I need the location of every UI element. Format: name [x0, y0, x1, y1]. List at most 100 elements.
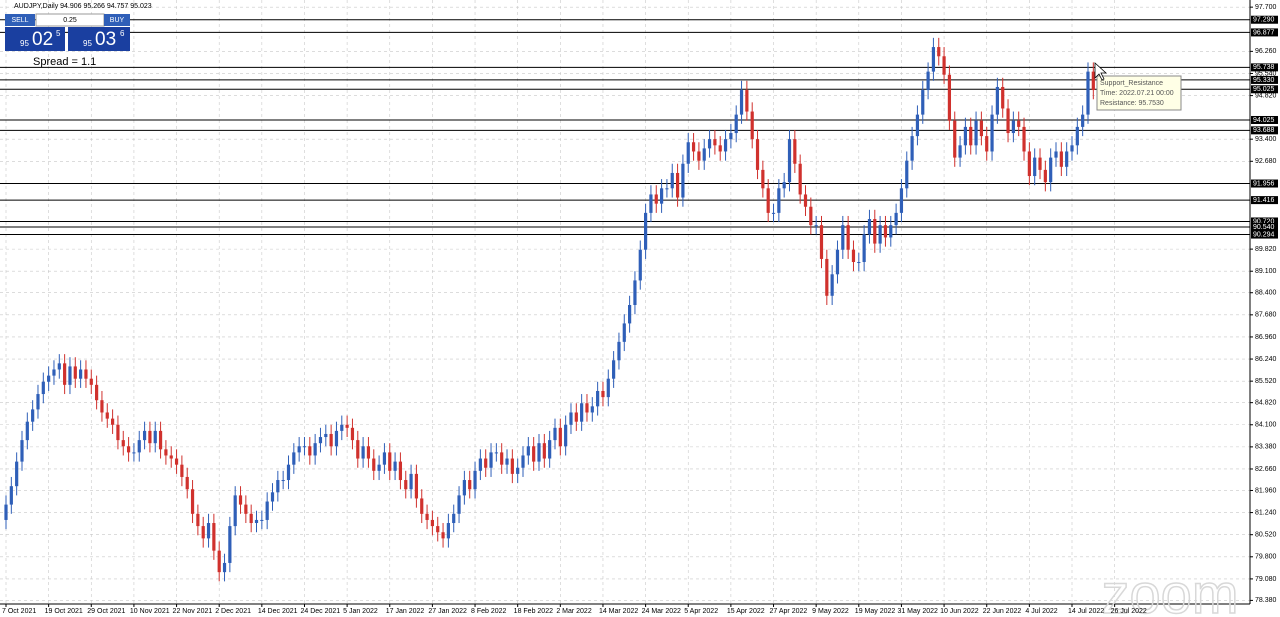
candle-body: [1070, 145, 1074, 152]
candle-body: [851, 249, 856, 263]
candle-body: [1065, 151, 1069, 167]
candle-body: [190, 489, 195, 514]
level-label-box: [1251, 217, 1278, 226]
candle-body: [510, 458, 514, 474]
candle-body: [1038, 157, 1042, 170]
candle-body: [947, 74, 952, 121]
candle-body: [782, 182, 786, 189]
x-tick-label: 27 Apr 2022: [770, 608, 808, 615]
candle-body: [15, 461, 19, 487]
y-tick-label: 96.260: [1255, 48, 1277, 55]
candle-body: [755, 139, 760, 170]
candle-body: [372, 458, 376, 471]
candle-body: [590, 406, 594, 413]
ask-big: 95: [83, 39, 92, 48]
y-tick-label: 79.800: [1255, 554, 1277, 561]
candle-body: [25, 421, 29, 441]
candle-body: [681, 163, 685, 198]
candle-body: [670, 172, 674, 189]
candle-body: [953, 120, 957, 158]
x-tick-label: 10 Nov 2021: [130, 608, 170, 615]
candle-body: [350, 427, 355, 441]
candle-body: [249, 513, 253, 524]
candle-body: [473, 470, 477, 490]
candle-body: [516, 467, 520, 474]
candle-body: [862, 234, 866, 263]
candle-body: [942, 56, 946, 75]
y-tick-label: 78.380: [1255, 597, 1277, 604]
candle-body: [606, 378, 610, 398]
buy-button[interactable]: [104, 14, 130, 26]
ask-box[interactable]: [68, 27, 130, 51]
candle-body: [985, 136, 989, 152]
candle-body: [1059, 151, 1063, 167]
candle-body: [1011, 120, 1015, 134]
candle-body: [1043, 169, 1047, 183]
ask-mid: 03: [95, 29, 116, 50]
x-tick-label: 15 Apr 2022: [727, 608, 765, 615]
candle-body: [793, 139, 797, 164]
candle-body: [153, 430, 157, 444]
candle-body: [52, 369, 56, 376]
candle-body: [84, 369, 88, 379]
candle-body: [532, 446, 536, 462]
candle-body: [659, 188, 664, 204]
level-label-box: [1251, 115, 1278, 124]
sell-button[interactable]: [5, 14, 35, 26]
y-tick-label: 92.680: [1255, 158, 1277, 165]
candle-body: [803, 194, 808, 207]
candle-body: [361, 446, 365, 459]
candle-body: [963, 126, 967, 146]
candle-body: [500, 452, 504, 465]
candle-body: [835, 249, 840, 275]
candle-body: [691, 142, 696, 152]
candle-body: [478, 458, 482, 471]
candle-body: [628, 305, 632, 324]
candle-body: [244, 504, 248, 514]
x-tick-label: 14 Dec 2021: [258, 608, 298, 615]
y-tick-label: 79.080: [1255, 576, 1277, 583]
candle-body: [63, 363, 67, 385]
candle-body: [814, 225, 818, 227]
level-label-box: [1251, 179, 1278, 188]
level-label: 95.025: [1253, 86, 1275, 93]
x-tick-label: 8 Feb 2022: [471, 608, 507, 615]
candle-body: [68, 366, 72, 385]
candle-body: [89, 378, 93, 385]
y-tick-label: 94.820: [1255, 92, 1277, 99]
candle-body: [302, 446, 307, 448]
level-label-box: [1251, 230, 1278, 239]
x-tick-label: 14 Jul 2022: [1068, 608, 1104, 615]
level-label-box: [1251, 126, 1278, 135]
candle-body: [398, 461, 403, 481]
tooltip-line: Resistance: 95.7530: [1100, 100, 1164, 107]
candle-body: [142, 430, 147, 441]
level-label: 97.290: [1253, 17, 1275, 24]
candle-body: [995, 86, 999, 115]
candle-body: [169, 455, 173, 459]
x-tick-label: 22 Nov 2021: [173, 608, 213, 615]
level-label: 90.294: [1253, 231, 1275, 238]
candle-body: [452, 513, 456, 524]
candle-body: [558, 427, 562, 447]
candle-body: [729, 133, 733, 140]
x-tick-label: 26 Jul 2022: [1111, 608, 1147, 615]
candle-body: [745, 90, 749, 112]
level-label: 94.025: [1253, 117, 1275, 124]
x-tick-label: 5 Jan 2022: [343, 608, 378, 615]
candle-body: [830, 274, 834, 296]
x-tick-label: 7 Oct 2021: [2, 608, 36, 615]
candle-body: [377, 464, 381, 471]
candle-body: [254, 519, 259, 524]
mouse-cursor: [1094, 62, 1108, 81]
x-tick-label: 14 Mar 2022: [599, 608, 638, 615]
candle-body: [281, 480, 285, 482]
bid-box[interactable]: [5, 27, 65, 51]
y-tick-label: 97.700: [1255, 4, 1277, 11]
x-tick-label: 10 Jun 2022: [940, 608, 979, 615]
candle-body: [126, 446, 131, 453]
candle-body: [867, 219, 872, 235]
x-tick-label: 2 Dec 2021: [215, 608, 251, 615]
candle-body: [521, 455, 525, 468]
candle-body: [95, 384, 99, 401]
